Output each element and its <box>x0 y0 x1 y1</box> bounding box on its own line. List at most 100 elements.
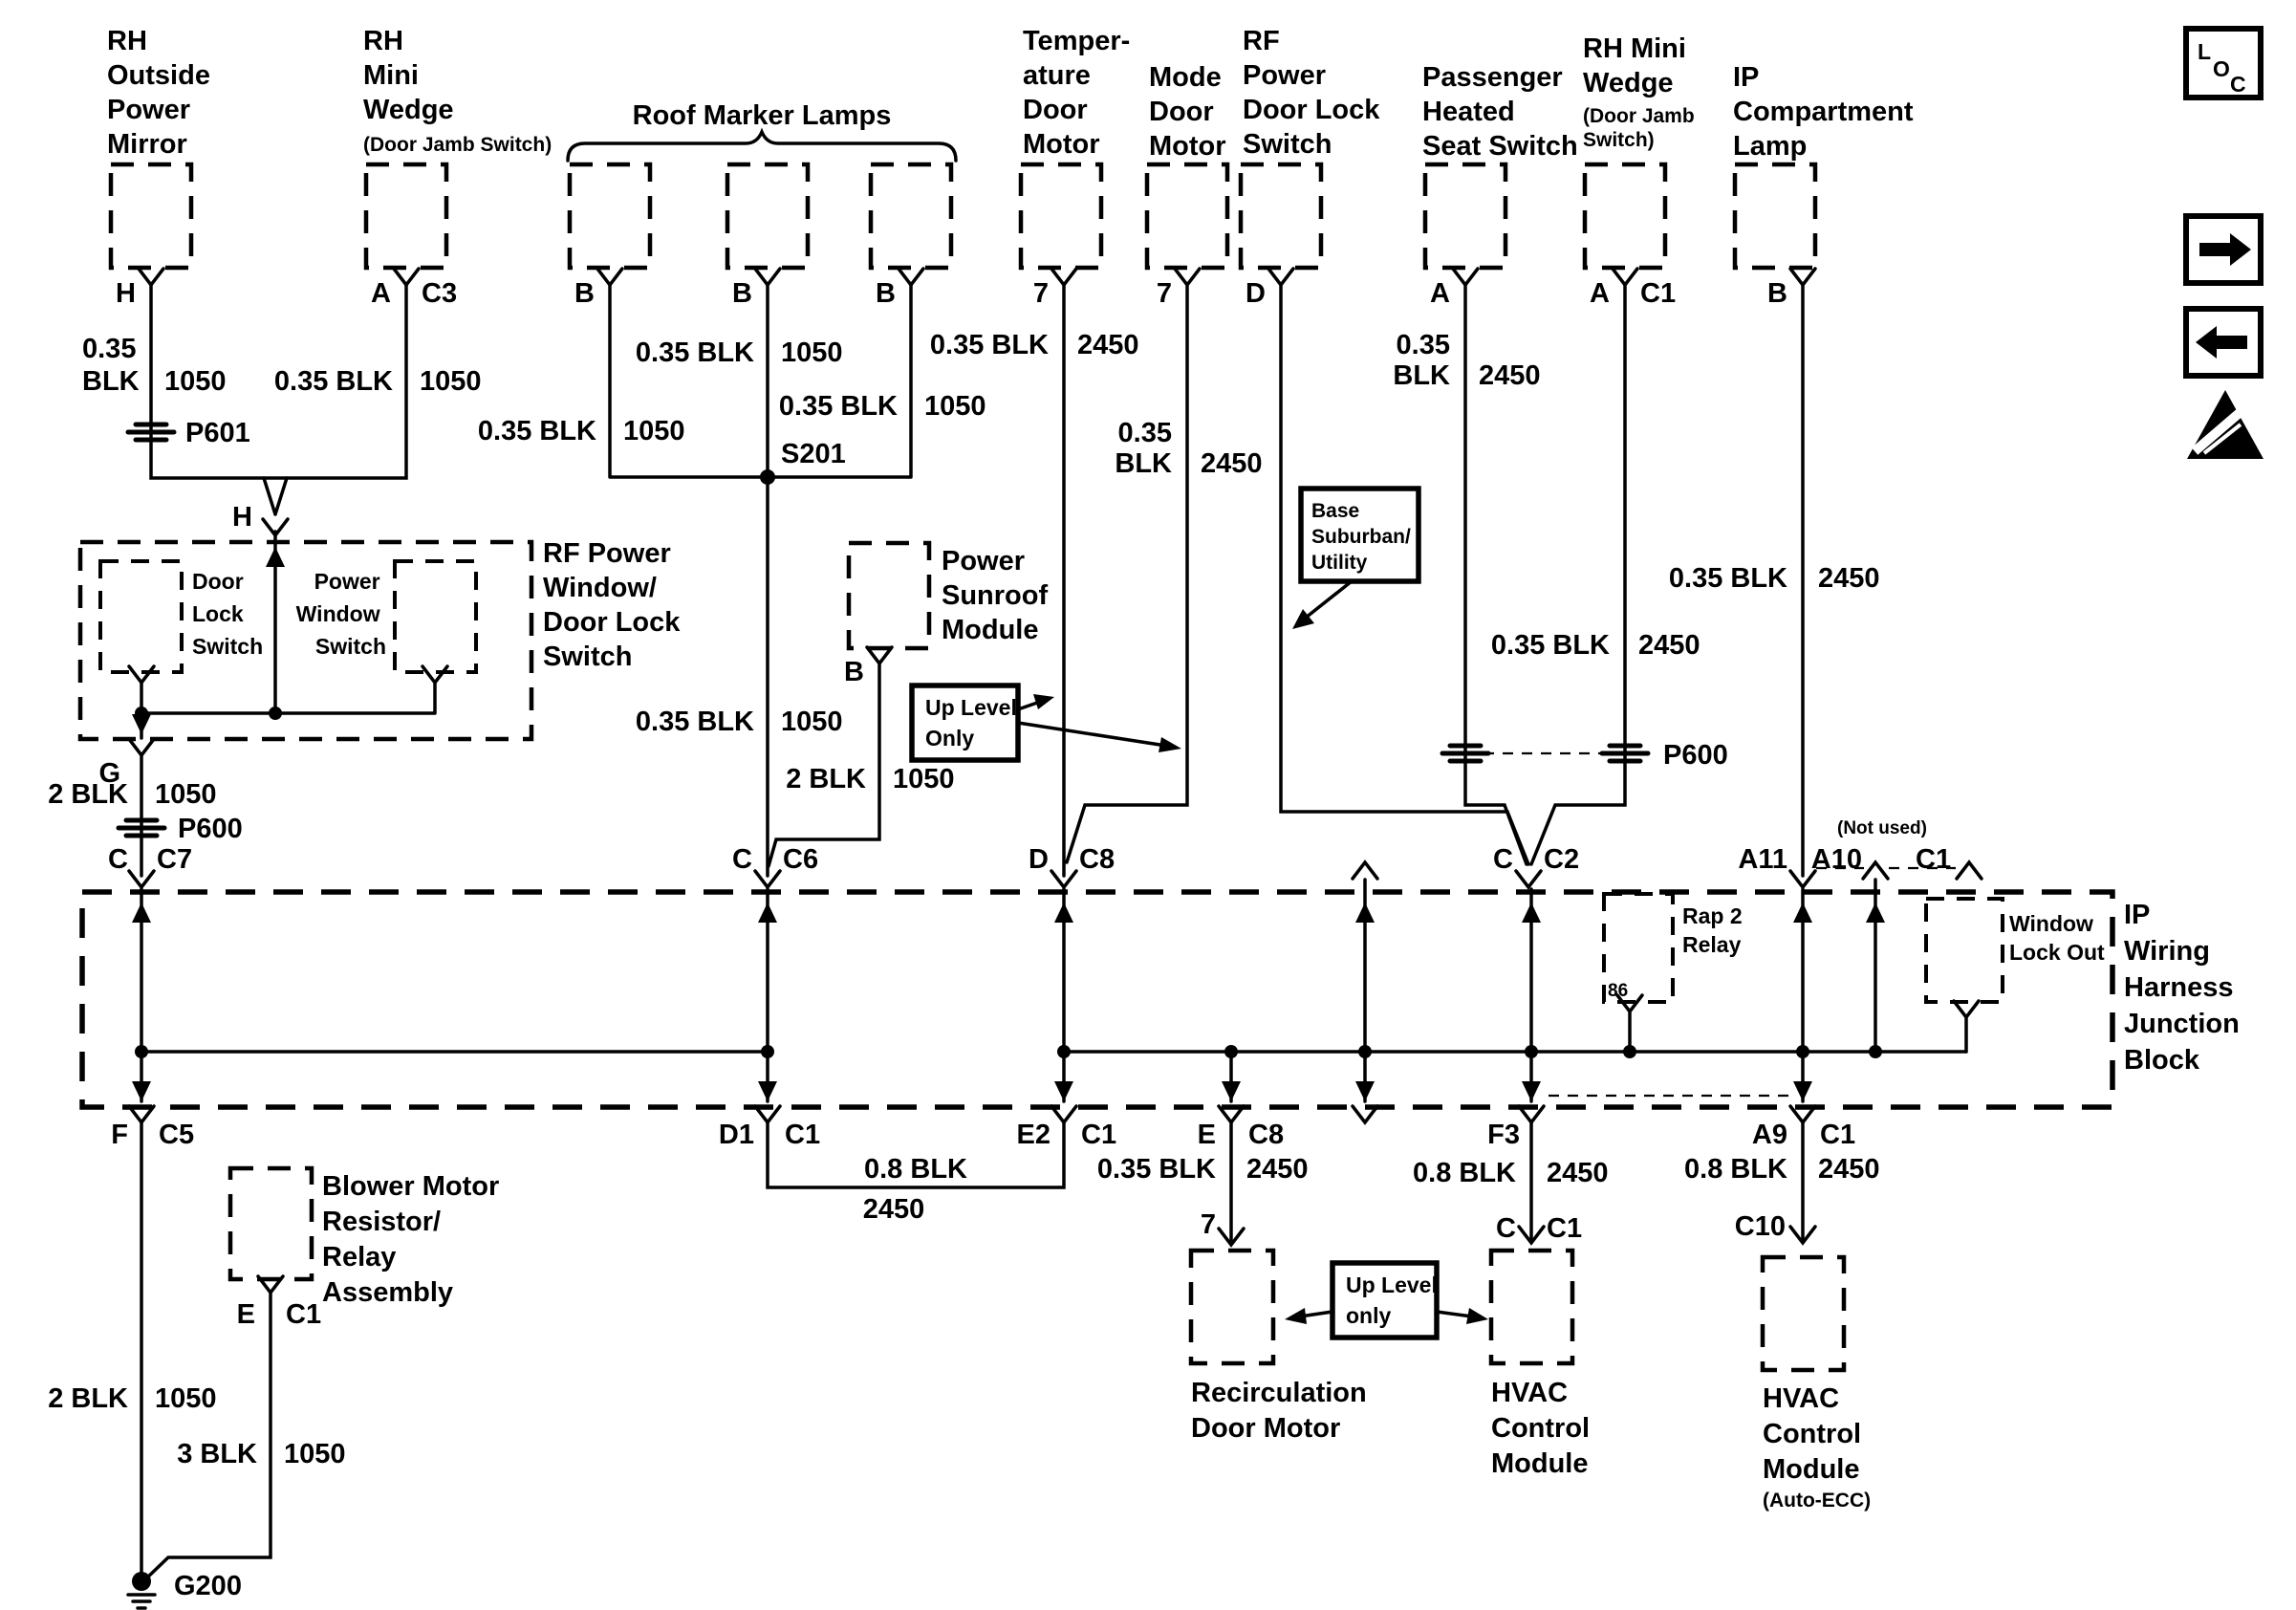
wire-label: 3 BLK <box>177 1439 257 1469</box>
entry-label: C <box>732 844 752 875</box>
g200-ground-icon <box>126 1572 157 1610</box>
rh-mini-wedge-note: (Door Jamb Switch) <box>363 134 552 156</box>
wire-segment <box>140 878 1877 1103</box>
pin-d: D <box>1245 278 1266 309</box>
wire-label: 2450 <box>1818 563 1880 594</box>
ip-lamp-box <box>1732 162 1818 271</box>
junction-dot <box>1525 1045 1538 1058</box>
roof-lamp3-box <box>868 162 954 271</box>
pin-b2: B <box>732 278 752 309</box>
wire-segment <box>262 476 289 543</box>
wire-label: 1050 <box>893 764 955 794</box>
wire-segment <box>1529 283 1627 866</box>
conn-c10: C10 <box>1735 1211 1786 1242</box>
pin-7-mode: 7 <box>1157 278 1172 309</box>
arrowhead <box>1159 737 1181 752</box>
corner-icons: L O C <box>2183 26 2264 459</box>
wire-segment <box>608 283 913 878</box>
door-lock-switch-box <box>98 559 184 674</box>
wire-label: 1050 <box>164 366 227 397</box>
wire-label: 2450 <box>1201 448 1263 479</box>
loc-letter-c: C <box>2230 72 2246 97</box>
rap2-relay-label: Rap 2 Relay <box>1682 903 1748 957</box>
up-level-only-label-2: Up Level only <box>1346 1273 1443 1328</box>
wire-label: 2450 <box>863 1194 925 1225</box>
passenger-heated-seat-label: Passenger Heated Seat Switch <box>1422 62 1578 162</box>
sunroof-box <box>846 540 932 651</box>
pin-h-entry: H <box>232 502 252 533</box>
wire-label: 2450 <box>1479 360 1541 391</box>
wire-label: 0.35 <box>1118 418 1172 448</box>
wire-segment <box>149 283 408 480</box>
wire-label: 0.35 BLK <box>636 707 754 737</box>
pin-b-sunroof: B <box>844 657 864 687</box>
wire-segment <box>767 662 881 868</box>
up-level-only-box-2 <box>1330 1260 1440 1340</box>
power-sunroof-module: Power Sunroof Module B <box>760 469 1048 687</box>
entry-label: C6 <box>783 844 818 875</box>
pin-b1: B <box>574 278 595 309</box>
rf-window-lock-outline <box>77 539 534 742</box>
callouts: Base Suburban/ Utility Up Level Only Up … <box>909 486 1488 1340</box>
splices: P601 P600 P600 S201 G200 <box>119 418 1728 1610</box>
rf-window-lock-label: RF Power Window/ Door Lock Switch <box>543 538 687 672</box>
junction-block: IP Wiring Harness Junction Block Rap 2 R… <box>79 889 2240 1110</box>
pin-b3: B <box>876 278 896 309</box>
wire-label: 2450 <box>1638 630 1700 661</box>
ip-lamp-label: IP Compartment Lamp <box>1733 62 1921 162</box>
p601-splice-icon <box>128 424 174 440</box>
wire-label: BLK <box>1393 360 1450 391</box>
wire-label: 0.35 BLK <box>478 416 596 446</box>
rh-mini-wedge-label: RH Mini Wedge <box>363 26 454 125</box>
not-used-note: (Not used) <box>1837 818 1927 838</box>
hvac-ecc-label: HVAC Control Module <box>1763 1383 1869 1485</box>
wire-label: 0.35 <box>1397 330 1450 360</box>
wire-labels: 0.35 BLK 1050 0.35 BLK 1050 0.35 BLK 105… <box>48 330 1879 1469</box>
rh-mini-wedge2-box <box>1582 162 1668 271</box>
p601-label: P601 <box>185 418 250 448</box>
junction-labels: C C7 C C6 D C8 C C2 A11 A10 C1 (Not used… <box>108 818 1951 1150</box>
wire-label: 0.35 BLK <box>930 330 1049 360</box>
wire-label: 0.35 BLK <box>636 337 754 368</box>
passenger-heated-seat-box <box>1422 162 1508 271</box>
rf-window-lock-switch: Door Lock Switch Power Window Switch RF … <box>77 502 687 789</box>
exit-label: C8 <box>1248 1120 1284 1150</box>
wire-label: 1050 <box>420 366 482 397</box>
entry-label: C <box>1493 844 1513 875</box>
p600-splice-icon <box>1442 746 1488 761</box>
exit-label: E <box>1198 1120 1216 1150</box>
pin-b-ip: B <box>1767 278 1787 309</box>
wire-label: 0.35 BLK <box>1491 630 1610 661</box>
left-arrow-icon <box>2196 326 2247 359</box>
arrowhead <box>1033 694 1054 709</box>
wire-label: 2450 <box>1246 1154 1309 1185</box>
loc-letter-l: L <box>2198 39 2211 64</box>
junction-dot <box>135 1045 148 1058</box>
junction-dot <box>1057 1045 1071 1058</box>
entry-label: C8 <box>1079 844 1115 875</box>
callout-arrow <box>1435 1310 1474 1318</box>
junction-dot <box>1623 1045 1636 1058</box>
pin-c-hvac: C <box>1496 1213 1516 1244</box>
entry-label: C2 <box>1544 844 1579 875</box>
pin-a: A <box>371 278 391 309</box>
conn-c3: C3 <box>422 278 457 309</box>
loc-icon <box>2183 26 2264 100</box>
mode-door-motor-label: Mode Door Motor <box>1149 62 1229 162</box>
exit-label: C1 <box>1081 1120 1116 1150</box>
entry-label: C7 <box>157 844 192 875</box>
junction-block-outline <box>79 889 2115 1110</box>
blower-label: Blower Motor Resistor/ Relay Assembly <box>322 1171 507 1308</box>
conn-c1-hvac: C1 <box>1547 1213 1582 1244</box>
hvac-box <box>1488 1248 1575 1366</box>
hvac-ecc-box <box>1760 1254 1847 1373</box>
s201-label: S201 <box>781 439 846 469</box>
rh-mirror-box <box>108 162 194 271</box>
loc-letter-o: O <box>2213 56 2230 81</box>
wire-segment <box>1463 283 1528 866</box>
junction-dot <box>1224 1045 1238 1058</box>
prev-page-icon <box>2183 306 2264 379</box>
wire-label: 0.35 BLK <box>82 334 144 397</box>
roof-lamp1-box <box>567 162 653 271</box>
